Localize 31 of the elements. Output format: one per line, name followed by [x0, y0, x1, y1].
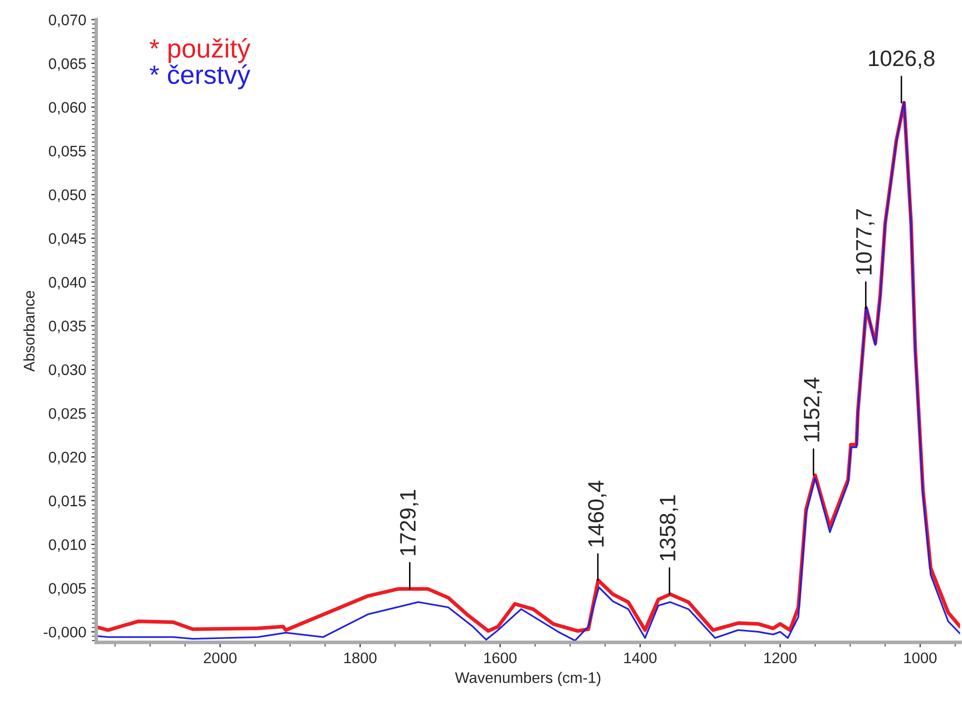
y-tick-label: 0,065: [48, 58, 86, 71]
y-tick-label: 0,045: [48, 233, 86, 246]
y-axis-title: Absorbance: [23, 290, 35, 372]
y-tick-label: 0,060: [48, 102, 86, 115]
x-tick-label: 1400: [624, 652, 657, 664]
y-tick-label: -0,000: [44, 626, 86, 640]
y-tick-label: 0,015: [48, 496, 86, 508]
x-tick-label: 2000: [204, 652, 237, 664]
x-tick-label: 1600: [484, 652, 517, 664]
y-tick-label: 0,070: [48, 14, 86, 28]
x-axis-title: Wavenumbers (cm-1): [455, 672, 600, 686]
y-tick-label: 0,030: [48, 364, 86, 377]
y-tick-label: 0,055: [48, 146, 86, 158]
y-tick-label: 0,010: [48, 539, 86, 552]
x-tick-label: 1200: [764, 652, 797, 664]
text: * čerstvý: [150, 64, 250, 90]
y-tick-label: 0,050: [48, 189, 86, 202]
y-tick-label: 0,040: [48, 276, 86, 290]
y-tick-label: 0,005: [48, 582, 86, 596]
x-tick-label: 1000: [904, 652, 937, 664]
annotation: 1358,1: [660, 495, 678, 560]
x-tick-label: 1800: [344, 652, 377, 664]
annotation: 1077,7: [856, 209, 874, 274]
annotation: 1026,8: [869, 50, 934, 69]
annotation: 1729,1: [400, 490, 418, 556]
y-tick-label: 0,020: [48, 452, 86, 464]
text: * použitý: [150, 38, 250, 64]
y-tick-label: 0,035: [48, 320, 86, 334]
annotation: 1152,4: [804, 377, 822, 442]
annotation: 1460,4: [588, 480, 606, 546]
y-tick-label: 0,025: [48, 408, 86, 421]
